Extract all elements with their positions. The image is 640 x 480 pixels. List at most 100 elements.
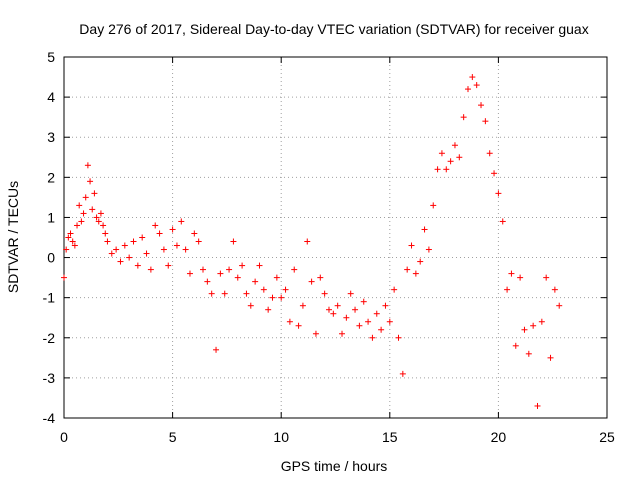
data-point: [217, 270, 224, 277]
data-point: [71, 242, 78, 249]
x-tick-label: 25: [599, 429, 615, 445]
data-point: [282, 286, 289, 293]
data-point: [152, 222, 159, 229]
data-point: [534, 402, 541, 409]
data-point: [143, 250, 150, 257]
data-point: [504, 286, 511, 293]
data-point: [204, 278, 211, 285]
data-point: [278, 294, 285, 301]
data-point: [330, 310, 337, 317]
y-tick-label: -4: [43, 410, 56, 426]
data-point: [421, 226, 428, 233]
x-tick-label: 20: [491, 429, 507, 445]
data-point: [74, 222, 81, 229]
data-point: [247, 302, 254, 309]
data-point: [556, 302, 563, 309]
data-points: [61, 74, 563, 409]
data-point: [438, 150, 445, 157]
y-tick-label: 3: [47, 129, 55, 145]
data-point: [447, 158, 454, 165]
data-point: [65, 234, 72, 241]
data-point: [265, 306, 272, 313]
data-point: [460, 114, 467, 121]
data-point: [430, 202, 437, 209]
data-point: [343, 314, 350, 321]
data-point: [399, 370, 406, 377]
data-point: [417, 258, 424, 265]
y-axis-label: SDTVAR / TECUs: [5, 181, 21, 293]
data-point: [200, 266, 207, 273]
data-point: [478, 102, 485, 109]
data-point: [543, 274, 550, 281]
y-tick-label: 5: [47, 49, 55, 65]
data-point: [491, 170, 498, 177]
data-point: [226, 266, 233, 273]
data-point: [464, 86, 471, 93]
data-point: [365, 318, 372, 325]
data-point: [173, 242, 180, 249]
data-point: [525, 350, 532, 357]
data-point: [63, 246, 70, 253]
data-point: [82, 194, 89, 201]
x-tick-label: 10: [273, 429, 289, 445]
y-tick-label: 1: [47, 209, 55, 225]
data-point: [160, 246, 167, 253]
data-point: [84, 162, 91, 169]
data-point: [317, 274, 324, 281]
y-tick-labels: -4 -3 -2 -1 0 1 2 3 4 5: [43, 49, 56, 426]
data-point: [551, 286, 558, 293]
x-tick-label: 0: [60, 429, 68, 445]
data-point: [91, 190, 98, 197]
data-point: [134, 262, 141, 269]
data-point: [378, 326, 385, 333]
data-point: [434, 166, 441, 173]
x-tick-label: 5: [169, 429, 177, 445]
data-point: [208, 290, 215, 297]
data-point: [89, 206, 96, 213]
data-point: [80, 210, 87, 217]
data-point: [117, 258, 124, 265]
data-point: [121, 242, 128, 249]
data-point: [273, 274, 280, 281]
data-point: [339, 330, 346, 337]
data-point: [512, 342, 519, 349]
data-point: [252, 278, 259, 285]
data-point: [334, 302, 341, 309]
data-point: [113, 246, 120, 253]
data-point: [67, 230, 74, 237]
data-point: [356, 322, 363, 329]
y-tick-label: -2: [43, 330, 56, 346]
x-axis-label: GPS time / hours: [281, 458, 388, 474]
data-point: [243, 290, 250, 297]
data-point: [456, 154, 463, 161]
data-point: [443, 166, 450, 173]
data-point: [169, 226, 176, 233]
chart-title: Day 276 of 2017, Sidereal Day-to-day VTE…: [79, 21, 588, 37]
y-tick-label: 4: [47, 89, 55, 105]
data-point: [291, 266, 298, 273]
data-point: [373, 310, 380, 317]
data-point: [308, 278, 315, 285]
data-point: [139, 234, 146, 241]
data-point: [100, 222, 107, 229]
data-point: [473, 82, 480, 89]
data-point: [404, 266, 411, 273]
data-point: [97, 210, 104, 217]
data-point: [269, 294, 276, 301]
y-tick-label: 0: [47, 250, 55, 266]
data-point: [408, 242, 415, 249]
data-point: [130, 238, 137, 245]
data-point: [304, 238, 311, 245]
data-point: [547, 354, 554, 361]
data-point: [517, 274, 524, 281]
data-point: [186, 270, 193, 277]
data-point: [76, 202, 83, 209]
data-point: [256, 262, 263, 269]
data-point: [495, 190, 502, 197]
data-point: [369, 334, 376, 341]
data-point: [321, 290, 328, 297]
data-point: [95, 218, 102, 225]
data-point: [195, 238, 202, 245]
data-point: [295, 322, 302, 329]
